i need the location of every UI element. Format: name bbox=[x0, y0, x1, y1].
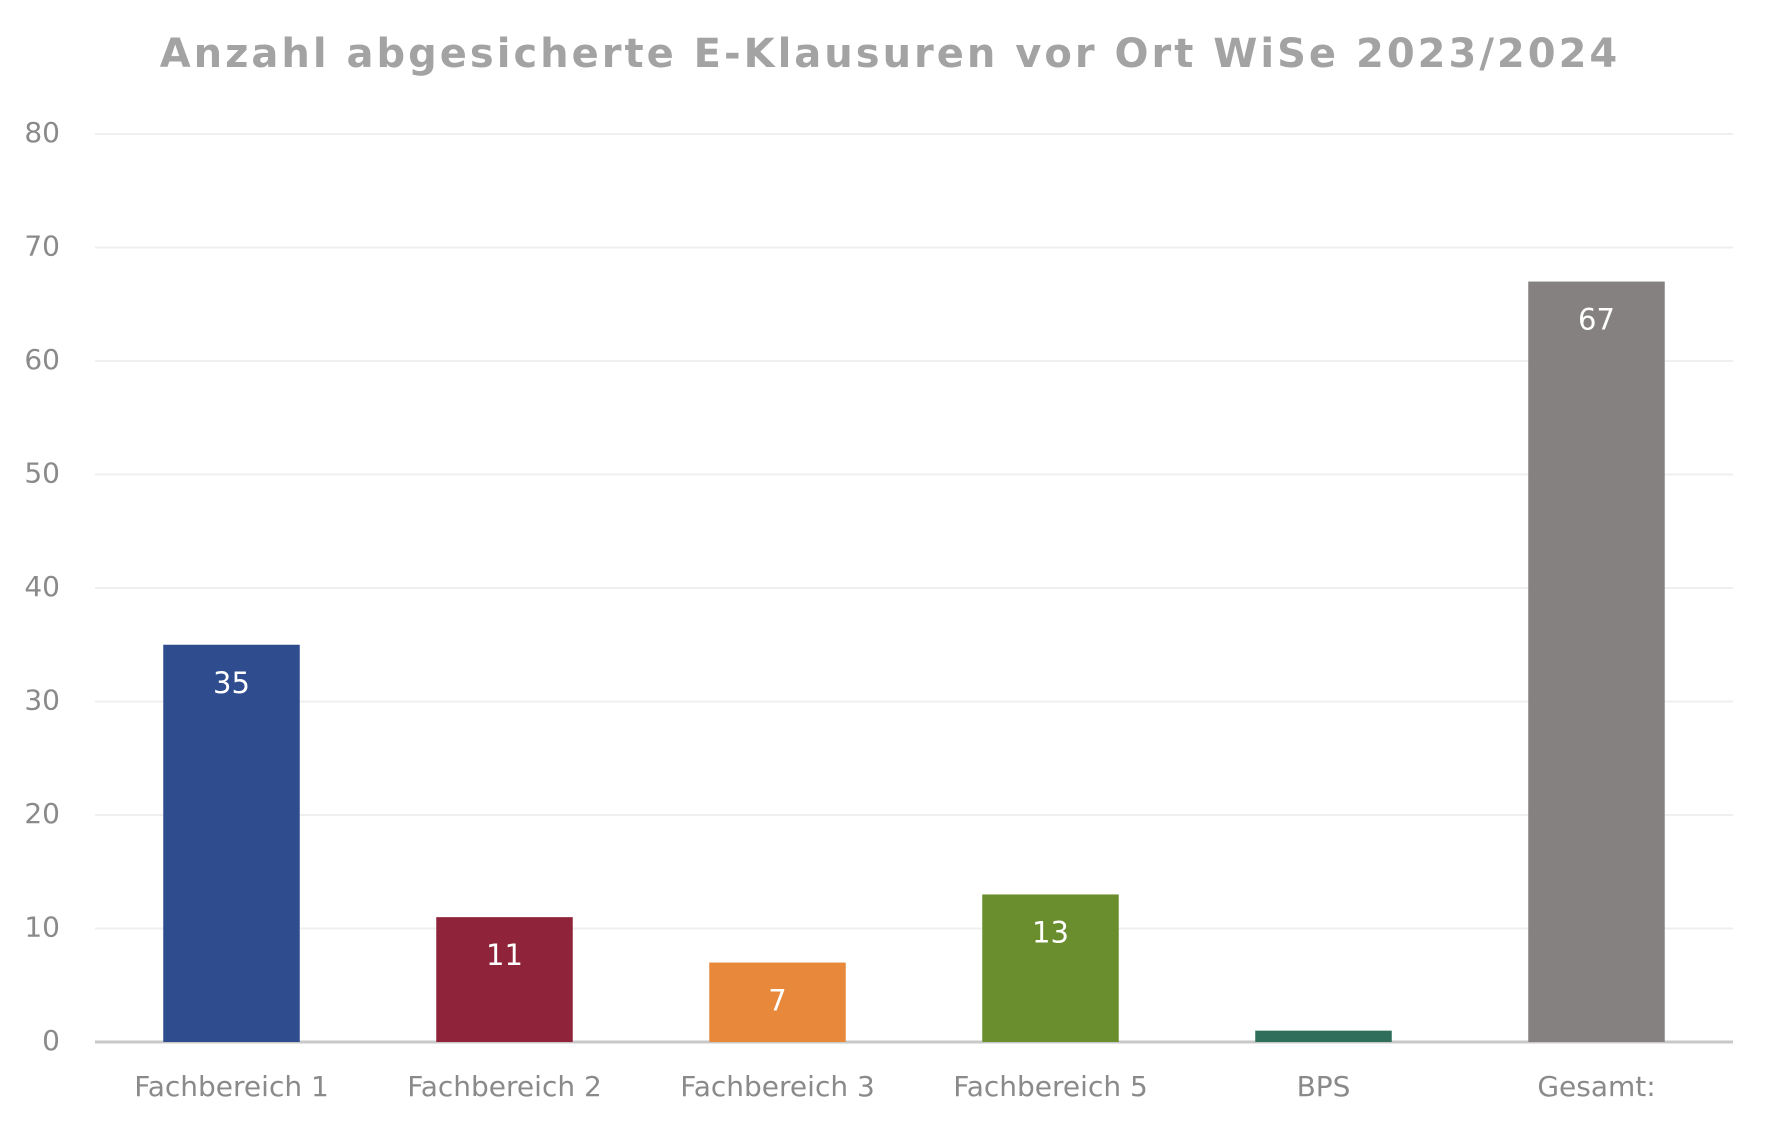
bar bbox=[982, 894, 1119, 1042]
data-label: 11 bbox=[486, 938, 523, 972]
y-tick-label: 20 bbox=[24, 797, 60, 830]
y-tick-label: 40 bbox=[24, 570, 60, 603]
x-tick-label: Fachbereich 5 bbox=[953, 1070, 1148, 1103]
chart-title: Anzahl abgesicherte E-Klausuren vor Ort … bbox=[160, 31, 1621, 77]
y-tick-label: 30 bbox=[24, 684, 60, 717]
x-tick-label: Gesamt: bbox=[1537, 1070, 1655, 1103]
x-tick-label: BPS bbox=[1297, 1070, 1351, 1103]
bar bbox=[1255, 1030, 1392, 1042]
bar bbox=[1528, 281, 1665, 1042]
bar bbox=[163, 644, 300, 1042]
x-tick-label: Fachbereich 3 bbox=[680, 1070, 875, 1103]
bar bbox=[436, 917, 573, 1042]
data-label: 13 bbox=[1032, 915, 1069, 949]
bar bbox=[709, 962, 846, 1042]
data-label: 35 bbox=[213, 666, 250, 700]
y-tick-label: 0 bbox=[42, 1024, 60, 1057]
data-label: 67 bbox=[1578, 303, 1615, 337]
y-tick-label: 80 bbox=[24, 116, 60, 149]
y-tick-label: 50 bbox=[24, 457, 60, 490]
y-tick-label: 60 bbox=[24, 343, 60, 376]
y-tick-label: 70 bbox=[24, 230, 60, 263]
data-label: 7 bbox=[768, 984, 786, 1018]
x-tick-label: Fachbereich 1 bbox=[134, 1070, 329, 1103]
x-tick-label: Fachbereich 2 bbox=[407, 1070, 602, 1103]
y-tick-label: 10 bbox=[24, 911, 60, 944]
